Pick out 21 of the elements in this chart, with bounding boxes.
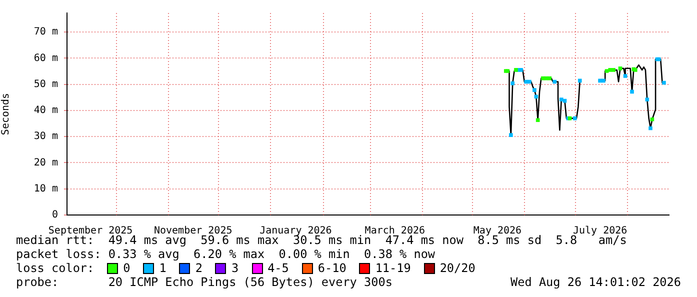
- legend-label: 1: [159, 261, 166, 275]
- legend-label: 4-5: [268, 261, 289, 275]
- y-tick-label: 20 m: [34, 157, 58, 168]
- y-tick-label: 10 m: [34, 183, 58, 194]
- legend-label: 3: [231, 261, 239, 275]
- y-tick-label: 30 m: [34, 131, 58, 142]
- legend-label: 2: [195, 261, 202, 275]
- legend-label: 0: [123, 261, 130, 275]
- legend-title: loss color:: [16, 261, 94, 275]
- text: Wed Aug 26 14:01:02 2026: [510, 275, 681, 289]
- y-tick-label: 60 m: [34, 52, 58, 64]
- legend-label: 20/20: [440, 261, 476, 275]
- text: probe: 20 ICMP Echo Pings (56 Bytes) every 300s: [16, 275, 392, 289]
- y-tick-label: 70 m: [34, 26, 58, 38]
- text: packet loss: 0.33 % avg 6.20 % max 0.00 % min 0.38 % now: [16, 247, 436, 261]
- legend-label: 11-19: [375, 261, 411, 275]
- y-tick-label: 0: [52, 210, 58, 221]
- legend-label: 6-10: [318, 261, 346, 275]
- y-axis-title: Seconds: [0, 92, 12, 136]
- y-tick-label: 40 m: [34, 105, 58, 116]
- y-tick-label: 50 m: [34, 78, 58, 90]
